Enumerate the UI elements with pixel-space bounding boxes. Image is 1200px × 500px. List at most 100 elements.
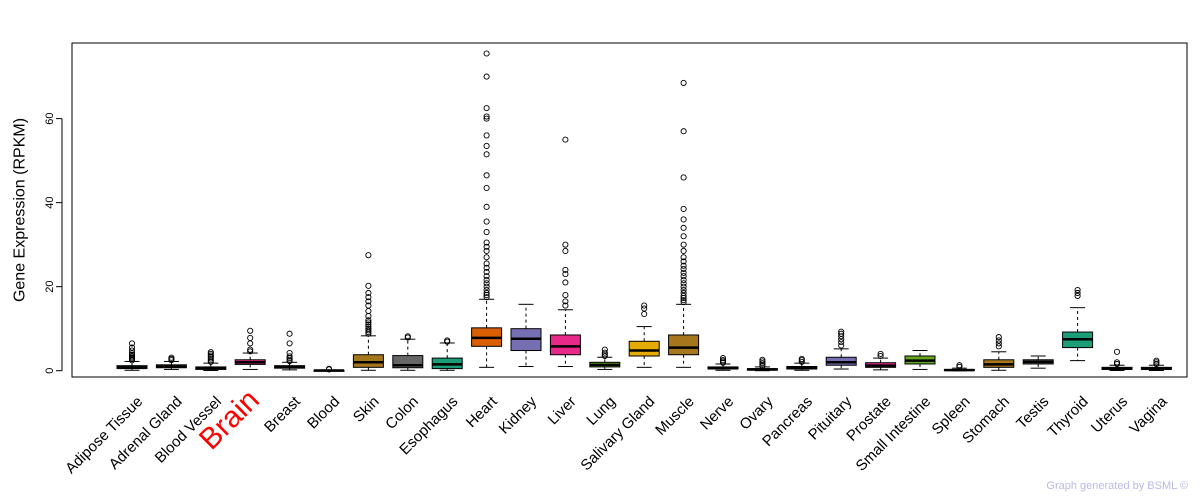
- outlier-point: [641, 302, 648, 309]
- box-adipose-tissue: [116, 340, 148, 371]
- outlier-point: [680, 174, 687, 181]
- outlier-point: [207, 350, 214, 357]
- outlier-point: [483, 151, 490, 158]
- outlier-point: [1113, 348, 1121, 355]
- box-colon: [392, 333, 424, 371]
- outlier-point: [483, 229, 490, 236]
- outlier-point: [680, 128, 687, 135]
- outlier-point: [562, 292, 569, 299]
- outlier-point: [483, 283, 490, 290]
- credit-text: Graph generated by BSML ©: [1046, 480, 1188, 492]
- box-heart: [471, 50, 503, 368]
- outlier-point: [483, 239, 490, 246]
- outlier-point: [247, 327, 254, 334]
- outlier-point: [838, 339, 845, 346]
- outlier-point: [601, 351, 608, 358]
- outlier-point: [483, 115, 490, 122]
- outlier-point: [1113, 360, 1121, 368]
- outlier-point: [247, 348, 254, 355]
- iqr-box: [352, 354, 384, 368]
- outlier-point: [483, 276, 490, 284]
- outlier-point: [680, 205, 687, 212]
- box-nerve: [707, 355, 739, 371]
- outlier-point: [601, 352, 608, 360]
- outlier-point: [995, 343, 1002, 350]
- boxes: [116, 50, 1172, 373]
- outlier-point: [128, 353, 136, 360]
- outlier-point: [680, 258, 687, 265]
- outlier-point: [207, 355, 214, 362]
- box-muscle: [668, 79, 700, 368]
- outlier-point: [365, 302, 372, 309]
- outlier-point: [680, 286, 687, 294]
- outlier-point: [365, 321, 372, 328]
- outlier-point: [483, 172, 490, 179]
- outlier-point: [483, 289, 490, 297]
- outlier-point: [680, 289, 687, 297]
- box-thyroid: [1062, 286, 1094, 362]
- outlier-point: [680, 233, 687, 240]
- box-salivary-gland: [628, 302, 660, 368]
- box-blood-vessel: [195, 349, 227, 371]
- x-tick-label: Blood: [304, 393, 343, 432]
- outlier-point: [365, 282, 372, 289]
- outlier-point: [247, 340, 254, 347]
- outlier-point: [483, 264, 490, 271]
- outlier-point: [168, 354, 175, 361]
- outlier-point: [680, 273, 687, 280]
- box-pancreas: [786, 355, 818, 371]
- iqr-box: [668, 334, 700, 356]
- outlier-point: [365, 317, 372, 324]
- y-axis-label: Gene Expression (RPKM): [12, 118, 29, 302]
- outlier-point: [483, 113, 490, 120]
- outlier-point: [838, 342, 845, 349]
- outlier-point: [483, 105, 490, 112]
- outlier-point: [759, 358, 766, 365]
- outlier-point: [128, 340, 136, 347]
- box-testis: [1022, 355, 1054, 369]
- outlier-point: [128, 347, 136, 354]
- x-tick-label: Uterus: [1088, 393, 1131, 436]
- y-axis: 0 20 40 60: [44, 112, 63, 374]
- outlier-point: [128, 344, 136, 351]
- outlier-point: [483, 203, 490, 210]
- outlier-point: [680, 254, 687, 261]
- outlier-point: [995, 340, 1002, 347]
- outlier-point: [1153, 360, 1160, 368]
- outlier-point: [365, 323, 372, 330]
- outlier-point: [995, 334, 1002, 341]
- outlier-point: [483, 254, 490, 261]
- outlier-point: [759, 356, 766, 363]
- outlier-point: [286, 340, 293, 347]
- outlier-point: [680, 247, 687, 255]
- outlier-point: [365, 298, 372, 305]
- x-tick-label: Muscle: [652, 393, 698, 439]
- outlier-point: [680, 241, 687, 248]
- iqr-box: [628, 340, 660, 357]
- outlier-point: [680, 79, 687, 86]
- x-tick-label: Lung: [583, 393, 619, 429]
- box-skin: [352, 252, 384, 371]
- outlier-point: [562, 136, 569, 143]
- outlier-point: [956, 363, 963, 370]
- box-uterus: [1101, 348, 1133, 371]
- outlier-point: [1153, 359, 1160, 366]
- y-tick-label: 40: [44, 197, 56, 209]
- outlier-point: [286, 356, 293, 363]
- outlier-point: [680, 262, 687, 269]
- outlier-point: [562, 298, 569, 305]
- x-tick-label: Thyroid: [1044, 393, 1091, 440]
- outlier-point: [838, 328, 845, 335]
- outlier-point: [365, 289, 372, 297]
- outlier-point: [365, 307, 372, 315]
- outlier-point: [838, 330, 845, 337]
- outlier-point: [365, 319, 372, 326]
- outlier-point: [680, 280, 687, 287]
- outlier-point: [325, 365, 333, 372]
- outlier-point: [601, 349, 608, 356]
- y-tick-label: 60: [44, 112, 56, 124]
- outlier-point: [207, 357, 214, 364]
- outlier-point: [601, 346, 608, 353]
- outlier-point: [483, 218, 490, 225]
